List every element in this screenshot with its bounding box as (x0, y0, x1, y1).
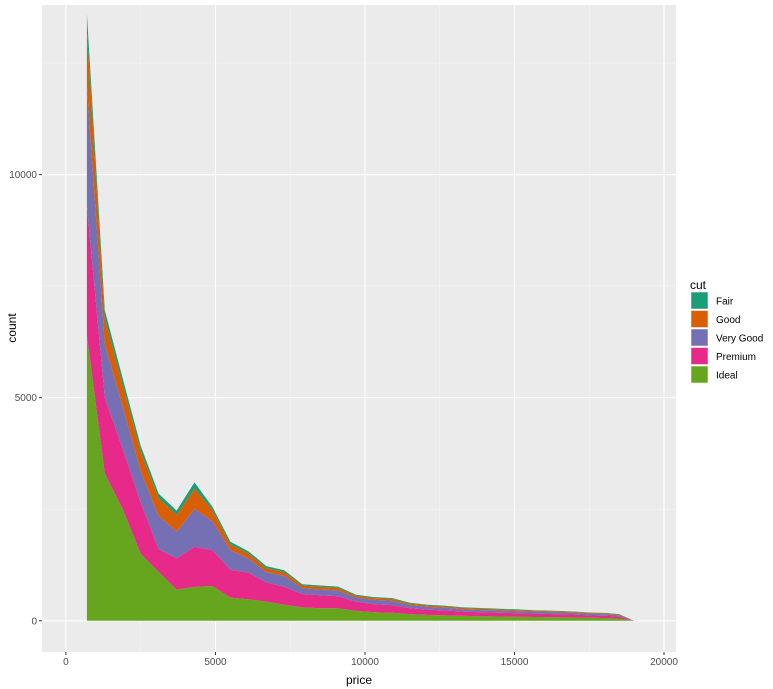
area-layers (86, 13, 635, 621)
legend-label: Fair (716, 297, 734, 308)
legend-label: Very Good (716, 334, 763, 345)
y-tick-label: 5000 (15, 393, 38, 404)
major-gridlines (42, 5, 676, 652)
minor-gridlines (42, 5, 676, 652)
area-ideal (86, 335, 635, 621)
y-axis-title: count (5, 313, 19, 343)
legend-label: Ideal (716, 371, 738, 382)
legend-key-premium (690, 347, 709, 365)
x-tick-label: 5000 (204, 657, 227, 668)
legend-title: cut (690, 278, 707, 292)
x-tick-label: 10000 (351, 657, 379, 668)
x-axis-title: price (346, 673, 372, 687)
legend-key-good (690, 310, 709, 328)
y-axis: 0 5000 10000 (9, 170, 42, 627)
legend-label: Good (716, 315, 740, 326)
x-axis: 0 5000 10000 15000 20000 (63, 652, 678, 668)
legend: cut Fair Good Very Good Premium Ideal (690, 278, 763, 384)
y-tick-label: 10000 (9, 170, 37, 181)
y-tick-label: 0 (31, 616, 37, 627)
legend-label: Premium (716, 352, 756, 363)
x-tick-label: 0 (63, 657, 69, 668)
legend-key-ideal (690, 365, 709, 384)
legend-key-fair (690, 291, 709, 310)
legend-key-very-good (690, 328, 709, 347)
x-tick-label: 20000 (650, 657, 678, 668)
x-tick-label: 15000 (501, 657, 529, 668)
